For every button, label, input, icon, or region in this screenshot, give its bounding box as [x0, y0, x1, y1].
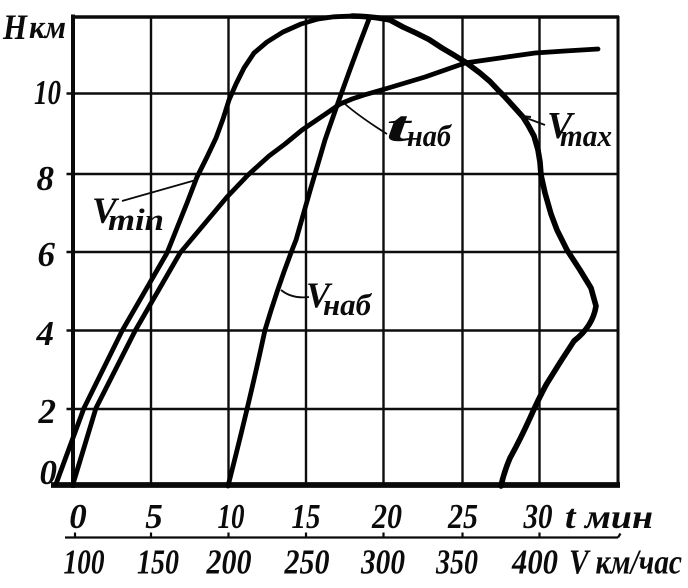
svg-text:20: 20 — [371, 497, 402, 536]
svg-text:25: 25 — [447, 497, 478, 536]
svg-text:100: 100 — [64, 543, 105, 582]
svg-text:250: 250 — [284, 543, 330, 582]
svg-text:V км/час: V км/час — [569, 543, 682, 582]
svg-text:min: min — [108, 202, 164, 237]
svg-text:15: 15 — [292, 497, 321, 536]
svg-text:8: 8 — [37, 159, 55, 198]
svg-text:км: км — [29, 10, 66, 46]
svg-text:V: V — [306, 275, 333, 315]
svg-text:30: 30 — [523, 497, 553, 536]
svg-text:6: 6 — [38, 235, 56, 274]
svg-text:150: 150 — [137, 543, 179, 582]
svg-text:4: 4 — [36, 314, 55, 353]
svg-text:0: 0 — [69, 497, 87, 536]
svg-text:наб: наб — [407, 118, 452, 153]
svg-text:t мин: t мин — [565, 499, 653, 536]
svg-text:350: 350 — [435, 543, 478, 582]
svg-text:0: 0 — [40, 453, 58, 492]
svg-text:5: 5 — [145, 497, 163, 536]
svg-text:200: 200 — [206, 543, 252, 582]
svg-text:V: V — [92, 191, 120, 232]
svg-text:400: 400 — [511, 543, 558, 582]
svg-text:Н: Н — [2, 7, 28, 47]
svg-text:2: 2 — [38, 392, 57, 431]
svg-text:t: t — [386, 104, 414, 151]
svg-text:10: 10 — [218, 497, 245, 536]
svg-text:V: V — [547, 105, 575, 147]
svg-text:300: 300 — [360, 543, 405, 582]
svg-text:10: 10 — [34, 73, 61, 112]
svg-text:max: max — [560, 118, 612, 153]
svg-text:наб: наб — [323, 287, 373, 322]
